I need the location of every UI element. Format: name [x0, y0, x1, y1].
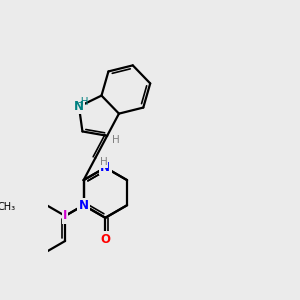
Text: O: O	[100, 232, 110, 246]
Text: CH₃: CH₃	[0, 202, 16, 212]
Text: H: H	[100, 158, 108, 167]
Text: N: N	[100, 161, 110, 174]
Text: -H: -H	[77, 98, 89, 107]
Text: H: H	[112, 135, 119, 145]
Text: N: N	[79, 199, 88, 212]
Text: N: N	[74, 100, 84, 113]
Text: I: I	[63, 209, 67, 222]
